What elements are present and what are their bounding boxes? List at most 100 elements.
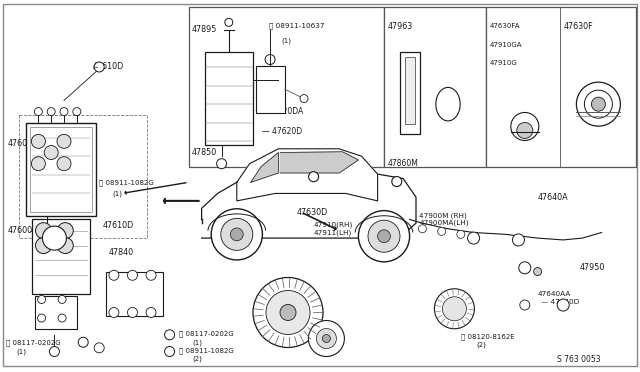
Circle shape	[35, 108, 42, 116]
Polygon shape	[280, 152, 358, 173]
Text: 47620DA: 47620DA	[269, 107, 304, 116]
Circle shape	[308, 172, 319, 182]
Circle shape	[308, 321, 344, 356]
Bar	[384, 7, 486, 167]
Bar	[19, 115, 147, 238]
Circle shape	[94, 343, 104, 353]
Text: Ⓝ 08911-10637: Ⓝ 08911-10637	[269, 23, 324, 29]
Circle shape	[164, 330, 175, 340]
Text: 47640A: 47640A	[538, 193, 568, 202]
Circle shape	[211, 209, 262, 260]
Text: 47860M: 47860M	[387, 159, 418, 168]
Text: 47950: 47950	[579, 263, 605, 272]
Text: 47895: 47895	[192, 25, 218, 34]
Text: 47963: 47963	[387, 22, 412, 31]
Bar	[205, 52, 253, 145]
Circle shape	[44, 145, 58, 160]
Circle shape	[57, 157, 71, 171]
Circle shape	[584, 90, 612, 118]
Text: 47910(RH): 47910(RH)	[314, 222, 353, 228]
Circle shape	[146, 270, 156, 280]
Circle shape	[438, 227, 445, 235]
Text: 47630D: 47630D	[266, 291, 296, 300]
Circle shape	[517, 122, 532, 138]
Text: Ⓑ 08117-0202G: Ⓑ 08117-0202G	[6, 339, 61, 346]
Text: (1): (1)	[192, 339, 202, 346]
Circle shape	[392, 177, 402, 186]
Text: 47610D: 47610D	[93, 62, 124, 71]
Text: Ⓝ 08911-1082G: Ⓝ 08911-1082G	[179, 347, 234, 354]
Polygon shape	[237, 149, 378, 201]
Bar	[106, 272, 163, 316]
Bar	[256, 66, 285, 112]
Circle shape	[358, 211, 410, 262]
Circle shape	[230, 228, 243, 241]
Circle shape	[591, 97, 605, 111]
Circle shape	[225, 18, 233, 26]
Text: (1): (1)	[16, 348, 26, 355]
Text: 47605: 47605	[8, 139, 33, 148]
Circle shape	[31, 157, 45, 171]
Bar	[486, 7, 636, 167]
Circle shape	[323, 334, 330, 343]
Text: (2): (2)	[477, 342, 486, 349]
Text: 47630FA: 47630FA	[490, 23, 520, 29]
Circle shape	[513, 234, 524, 246]
Text: — 47620D: — 47620D	[262, 126, 303, 136]
Circle shape	[38, 295, 45, 304]
Circle shape	[265, 55, 275, 64]
Polygon shape	[251, 153, 278, 182]
Text: 47900M (RH): 47900M (RH)	[419, 212, 467, 219]
Circle shape	[42, 226, 67, 250]
Text: 47950: 47950	[266, 299, 290, 308]
Circle shape	[164, 347, 175, 356]
Circle shape	[73, 108, 81, 116]
Bar	[26, 123, 96, 216]
Text: 47600: 47600	[8, 226, 33, 235]
Text: 47900MA(LH): 47900MA(LH)	[419, 219, 468, 226]
Text: 47910G: 47910G	[490, 60, 517, 66]
Circle shape	[127, 270, 138, 280]
Circle shape	[577, 82, 620, 126]
Circle shape	[216, 159, 227, 169]
Bar	[189, 7, 384, 167]
Circle shape	[300, 94, 308, 103]
Circle shape	[94, 62, 104, 72]
Bar	[32, 219, 90, 294]
Text: — 47640D: — 47640D	[541, 299, 579, 305]
Text: S 763 0053: S 763 0053	[557, 355, 600, 364]
Circle shape	[127, 308, 138, 317]
Circle shape	[557, 299, 569, 311]
Circle shape	[109, 270, 119, 280]
Circle shape	[534, 267, 541, 276]
Circle shape	[58, 237, 74, 254]
Text: 47640AA: 47640AA	[538, 291, 571, 297]
Text: Ⓑ 08117-0202G: Ⓑ 08117-0202G	[179, 331, 234, 337]
Bar	[35, 296, 77, 329]
Circle shape	[442, 297, 467, 321]
Circle shape	[36, 222, 52, 239]
Circle shape	[511, 112, 539, 141]
Circle shape	[221, 218, 253, 250]
Circle shape	[58, 295, 66, 304]
Circle shape	[266, 291, 310, 334]
Circle shape	[419, 225, 426, 233]
Text: Ⓝ 08911-1082G: Ⓝ 08911-1082G	[99, 179, 154, 186]
Text: 47911(LH): 47911(LH)	[314, 230, 352, 236]
Circle shape	[78, 337, 88, 347]
Text: 47840: 47840	[109, 248, 134, 257]
Polygon shape	[202, 173, 416, 238]
Circle shape	[435, 289, 474, 329]
Bar	[399, 52, 420, 134]
Circle shape	[280, 304, 296, 321]
Circle shape	[36, 237, 52, 254]
Circle shape	[109, 308, 119, 317]
Text: 47850: 47850	[192, 148, 217, 157]
Circle shape	[316, 328, 337, 349]
Text: 47910GA: 47910GA	[490, 42, 522, 48]
Circle shape	[468, 232, 479, 244]
Circle shape	[31, 134, 45, 148]
Text: (2): (2)	[192, 356, 202, 362]
Circle shape	[520, 300, 530, 310]
Circle shape	[47, 108, 55, 116]
